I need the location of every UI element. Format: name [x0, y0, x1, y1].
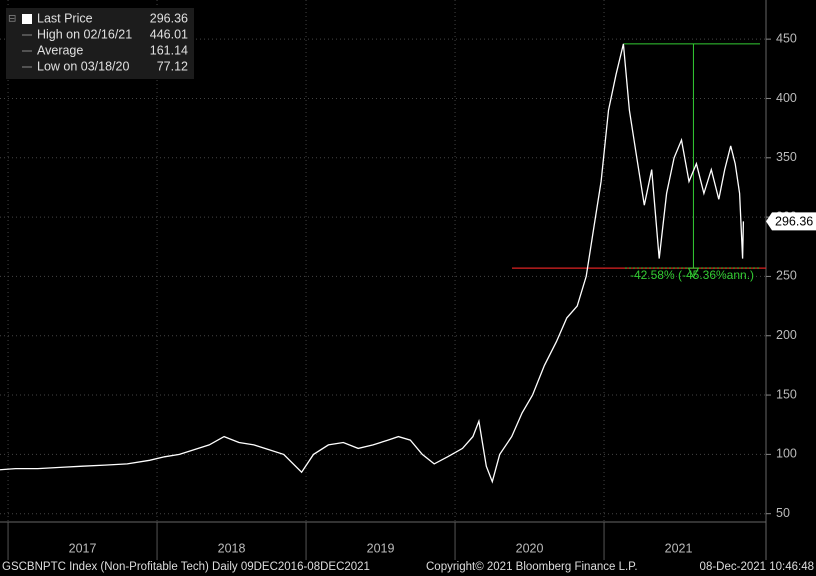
legend-value: 296.36: [150, 11, 188, 25]
legend-label: Average: [37, 43, 83, 57]
y-tick-label: 100: [776, 447, 797, 461]
x-tick-label: 2021: [665, 541, 693, 555]
y-tick-label: 350: [776, 150, 797, 164]
y-tick-label: 450: [776, 31, 797, 45]
y-tick-label: 50: [776, 506, 790, 520]
x-tick-label: 2017: [69, 541, 97, 555]
footer-left: GSCBNPTC Index (Non-Profitable Tech) Dai…: [2, 561, 370, 573]
legend-label: High on 02/16/21: [37, 27, 132, 41]
y-tick-label: 150: [776, 387, 797, 401]
price-tag: [766, 212, 816, 231]
legend-collapse: ⊟: [8, 14, 16, 25]
legend-value: 161.14: [150, 43, 188, 57]
plot-area: [0, 0, 766, 522]
footer-center: Copyright© 2021 Bloomberg Finance L.P.: [426, 561, 638, 573]
footer-right: 08-Dec-2021 10:46:48: [700, 561, 814, 573]
legend-box: [6, 8, 194, 79]
y-tick-label: 400: [776, 91, 797, 105]
x-tick-label: 2018: [218, 541, 246, 555]
legend-swatch: [22, 14, 32, 24]
drawdown-label: -42.58% (-45.36%ann.): [630, 268, 754, 282]
price-tag-label: 296.36: [775, 215, 813, 229]
x-tick-label: 2019: [367, 541, 395, 555]
legend-value: 77.12: [157, 59, 188, 73]
x-tick-label: 2020: [516, 541, 544, 555]
legend-label: Last Price: [37, 11, 93, 25]
legend-label: Low on 03/18/20: [37, 59, 129, 73]
price-line: [0, 43, 745, 484]
y-tick-label: 200: [776, 328, 797, 342]
legend-value: 446.01: [150, 27, 188, 41]
y-tick-label: 250: [776, 269, 797, 283]
